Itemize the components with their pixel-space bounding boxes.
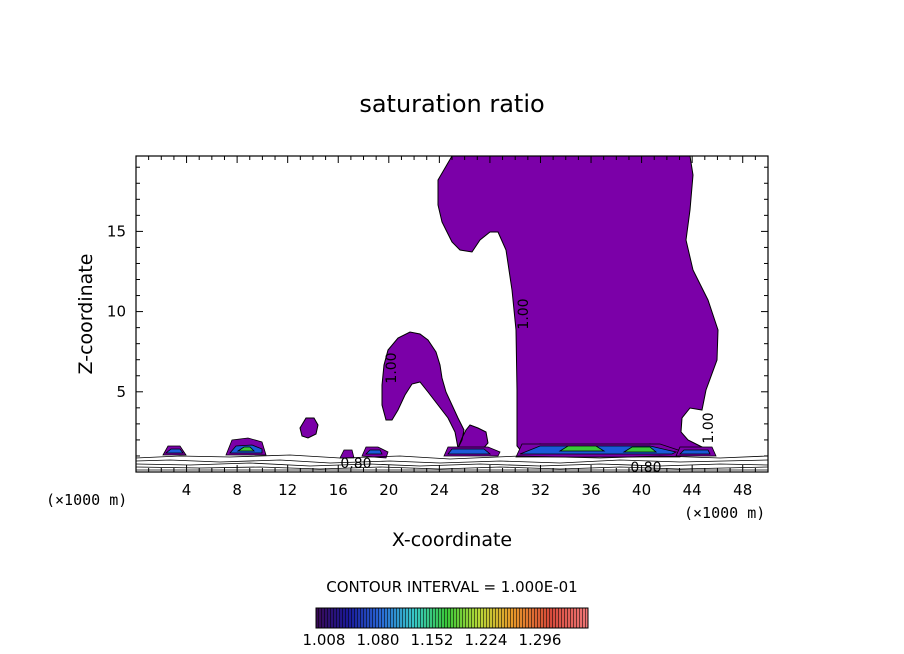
- y-tick-label: 15: [107, 222, 126, 240]
- x-tick-label: 36: [581, 481, 600, 499]
- y-axis: 5 10 15: [107, 166, 768, 457]
- x-tick-label: 16: [329, 481, 348, 499]
- x-tick-label: 28: [480, 481, 499, 499]
- x-tick-label: 32: [531, 481, 550, 499]
- y-axis-label: Z-coordinate: [75, 254, 97, 375]
- y-tick-label: 10: [107, 303, 126, 321]
- contour-label: 0.80: [630, 460, 661, 476]
- x-axis-label: X-coordinate: [392, 529, 512, 551]
- low-level-patches: [162, 437, 717, 459]
- saturated-blob: [299, 417, 319, 439]
- contour-label: 1.00: [384, 352, 400, 383]
- colorbar-tick-label: 1.080: [357, 631, 400, 649]
- saturated-region-main: [437, 156, 719, 456]
- colorbar-frame: [315, 607, 589, 629]
- colorbar-stripes: [316, 608, 588, 628]
- contour-label: 0.80: [340, 456, 371, 472]
- contour-label: 1.00: [516, 298, 532, 329]
- y-tick-label: 5: [116, 383, 126, 401]
- x-tick-label: 48: [733, 481, 752, 499]
- x-tick-label: 8: [232, 481, 242, 499]
- x-tick-label: 24: [430, 481, 449, 499]
- contour-fills: [136, 156, 768, 471]
- x-tick-label: 44: [683, 481, 702, 499]
- x-unit-right: (×1000 m): [684, 504, 765, 522]
- x-axis: 4 8 12 16 20 24 28 32 36 40 44 48: [148, 156, 756, 499]
- chart-title: saturation ratio: [359, 90, 544, 118]
- colorbar-tick-label: 1.296: [519, 631, 562, 649]
- contour-label: 1.00: [701, 412, 717, 443]
- colorbar-tick-label: 1.008: [303, 631, 346, 649]
- x-unit-left: (×1000 m): [46, 491, 127, 509]
- x-tick-label: 40: [632, 481, 651, 499]
- colorbar-ticks: 1.008 1.080 1.152 1.224 1.296: [303, 631, 562, 649]
- saturated-region-hook: [381, 331, 489, 451]
- x-tick-label: 4: [182, 481, 192, 499]
- colorbar-tick-label: 1.224: [465, 631, 508, 649]
- x-tick-label: 20: [379, 481, 398, 499]
- contour-interval-text: CONTOUR INTERVAL = 1.000E-01: [326, 578, 577, 596]
- x-tick-label: 12: [278, 481, 297, 499]
- colorbar: 1.008 1.080 1.152 1.224 1.296: [303, 607, 589, 649]
- colorbar-tick-label: 1.152: [411, 631, 454, 649]
